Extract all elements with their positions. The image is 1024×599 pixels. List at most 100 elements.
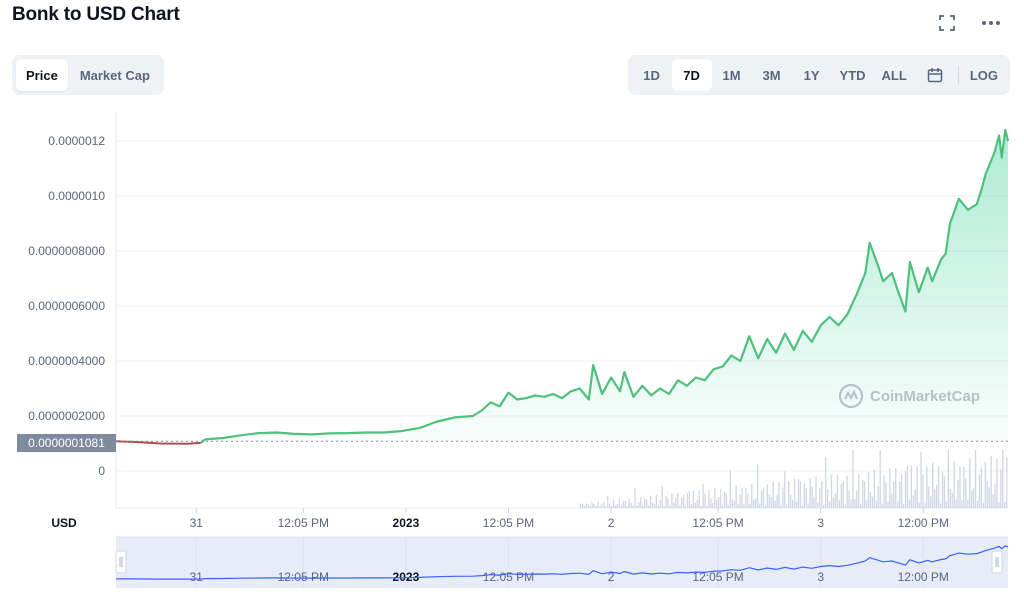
- volume-bar: [830, 474, 833, 508]
- volume-bar: [900, 474, 903, 508]
- volume-bar: [749, 503, 751, 508]
- volume-bar: [649, 495, 652, 508]
- volume-bar: [809, 477, 811, 508]
- volume-bar: [616, 504, 619, 508]
- y-axis: 0.0000012 0.0000010 0.0000008000 0.00000060…: [28, 134, 105, 478]
- watermark: CoinMarketCap: [838, 383, 980, 409]
- volume-bar: [725, 493, 728, 508]
- volume-bar: [883, 475, 885, 508]
- volume-bar: [754, 498, 757, 508]
- volume-bar: [817, 502, 819, 508]
- volume-bar: [630, 502, 632, 508]
- volume-bar: [965, 478, 967, 508]
- volume-bar: [1000, 469, 1002, 508]
- tab-price[interactable]: Price: [16, 59, 68, 91]
- volume-bar: [930, 496, 932, 508]
- x-tick-label: 12:05 PM: [692, 516, 743, 530]
- volume-bar: [766, 484, 768, 508]
- log-toggle[interactable]: LOG: [969, 67, 998, 83]
- volume-bar: [949, 488, 951, 508]
- range-1d[interactable]: 1D: [643, 67, 660, 83]
- volume-bar: [714, 487, 716, 508]
- volume-bar: [895, 468, 897, 508]
- volume-bar: [920, 451, 922, 508]
- volume-bar: [926, 466, 928, 508]
- volume-bar: [873, 469, 876, 508]
- volume-bar: [937, 466, 940, 508]
- range-navigator[interactable]: 31 12:05 PM 2023 12:05 PM 2 12:05 PM 3 12:00 PM: [115, 536, 1009, 588]
- volume-bar: [634, 488, 636, 508]
- volume-bar: [984, 462, 986, 508]
- volume-bar: [706, 505, 708, 508]
- volume-bar: [862, 479, 864, 508]
- y-tick-label: 0.0000002000: [28, 409, 105, 423]
- volume-bar: [591, 502, 593, 508]
- volume-bar: [914, 489, 916, 508]
- volume-bar: [657, 505, 659, 508]
- volume-bar: [871, 496, 874, 508]
- volume-bar: [579, 503, 582, 508]
- volume-bar: [733, 500, 735, 508]
- volume-bar: [723, 491, 726, 508]
- volume-bar: [677, 492, 679, 508]
- x-tick-label: 3: [817, 516, 824, 530]
- volume-bar: [603, 501, 605, 508]
- volume-bar: [599, 506, 601, 508]
- volume-bar: [758, 504, 761, 508]
- volume-bar: [943, 476, 946, 508]
- calendar-icon[interactable]: [915, 59, 955, 91]
- volume-bar: [770, 497, 772, 508]
- volume-bar: [846, 475, 848, 508]
- volume-bar: [994, 483, 996, 508]
- volume-bar: [614, 505, 617, 508]
- range-1m[interactable]: 1M: [722, 67, 741, 83]
- price-area: [116, 130, 1008, 444]
- range-3m[interactable]: 3M: [762, 67, 781, 83]
- volume-bar: [686, 493, 689, 508]
- navigator-handle-right[interactable]: [991, 550, 1003, 574]
- navigator-selection[interactable]: [116, 537, 1008, 588]
- tab-market-cap[interactable]: Market Cap: [79, 67, 150, 83]
- navigator-line: [115, 545, 1009, 580]
- coinmarketcap-logo: [838, 383, 864, 409]
- range-7d[interactable]: 7D: [671, 59, 712, 91]
- volume-bar: [626, 506, 628, 508]
- volume-bar: [581, 503, 584, 508]
- volume-bar: [700, 505, 702, 508]
- volume-bar: [998, 502, 1000, 508]
- range-1y[interactable]: 1Y: [803, 67, 820, 83]
- volume-bar: [961, 500, 963, 508]
- volume-bar: [659, 500, 661, 508]
- volume-bar: [939, 503, 942, 508]
- volume-bar: [729, 470, 731, 508]
- volume-bar: [698, 490, 700, 508]
- fullscreen-icon[interactable]: [936, 12, 958, 34]
- volume-bar: [852, 450, 854, 508]
- volume-bar: [974, 450, 977, 508]
- volume-bar: [805, 488, 807, 508]
- volume-bar: [597, 501, 599, 508]
- volume-bar: [745, 487, 747, 508]
- more-icon[interactable]: [980, 12, 1002, 34]
- navigator-handle-left[interactable]: [115, 550, 127, 574]
- volume-bar: [644, 498, 646, 508]
- volume-bar: [753, 499, 755, 508]
- volume-bar: [823, 505, 825, 508]
- range-all[interactable]: ALL: [881, 67, 907, 83]
- volume-bar: [737, 503, 739, 508]
- volume-bar: [819, 488, 821, 508]
- volume-bar: [815, 476, 817, 508]
- volume-bar: [751, 483, 753, 508]
- navigator-tick-label: 31: [190, 570, 204, 584]
- range-ytd[interactable]: YTD: [839, 67, 866, 83]
- volume-bar: [647, 505, 650, 508]
- volume-bar: [790, 495, 792, 508]
- volume-bar: [875, 500, 877, 508]
- volume-bar: [791, 499, 794, 508]
- volume-bar: [739, 494, 741, 508]
- volume-bar: [891, 493, 893, 508]
- price-line-up: [200, 128, 1010, 444]
- navigator-tick-label: 2: [608, 570, 615, 584]
- volume-bar: [988, 487, 990, 508]
